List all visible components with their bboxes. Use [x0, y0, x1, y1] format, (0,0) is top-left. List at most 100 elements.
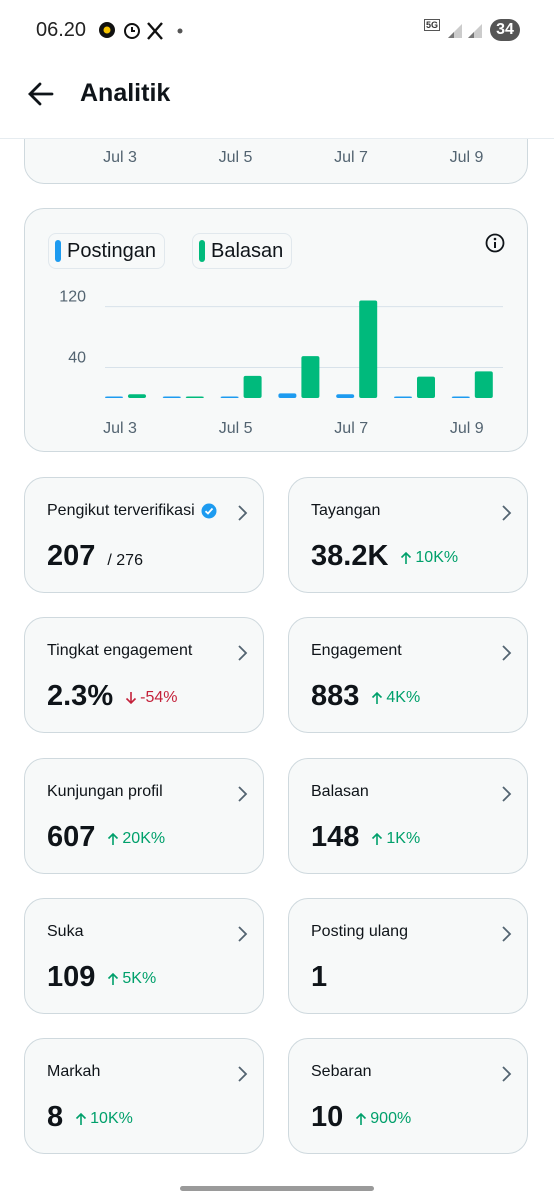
metric-change: 10K% [75, 1110, 133, 1128]
status-time: 06.20 [36, 19, 87, 41]
status-icons [99, 22, 183, 40]
metric-label-row: Pengikut terverifikasi [47, 502, 217, 520]
metric-card[interactable]: Engagement 883 4K% [288, 617, 528, 734]
metric-change-text: 900% [370, 1110, 412, 1128]
y-tick-label: 120 [59, 289, 86, 306]
x-tick-label: Jul 7 [334, 420, 368, 437]
chevron[interactable] [501, 785, 513, 803]
change-arrow [108, 832, 119, 845]
bar [185, 396, 204, 398]
metric-label: Sebaran [311, 1063, 372, 1081]
metric-change-text: 10K% [415, 549, 459, 566]
metric-label: Markah [47, 1063, 101, 1081]
metric-value: 109 [47, 960, 96, 993]
metric-value: 1 [311, 960, 328, 993]
metric-value-row: 1 [311, 961, 327, 994]
metric-card[interactable]: Tingkat engagement 2.3% -54% [24, 617, 264, 734]
bar [336, 394, 355, 398]
x-tick-label: Jul 3 [103, 420, 137, 437]
metric-change: 1K% [371, 830, 420, 848]
metric-card[interactable]: Suka 109 5K% [24, 897, 264, 1014]
metric-label: Balasan [311, 782, 369, 800]
metric-value: 148 [311, 820, 360, 853]
metric-value-row: 607 20K% [47, 821, 165, 854]
metric-label-row: Balasan [311, 783, 369, 801]
metric-value: 8 [47, 1101, 64, 1134]
metric-label-row: Suka [47, 923, 83, 941]
bar [162, 396, 181, 398]
metric-card[interactable]: Kunjungan profil 607 20K% [24, 757, 264, 874]
x-tick-label: Jul 5 [219, 420, 253, 437]
metric-card[interactable]: Tayangan 38.2K 10K% [288, 477, 528, 593]
metric-label: Pengikut terverifikasi [47, 502, 195, 519]
change-arrow [76, 1113, 87, 1126]
metric-value: 38.2K [311, 540, 389, 572]
metric-card[interactable]: Markah 8 10K% [24, 1038, 264, 1155]
bar [278, 393, 297, 398]
bar [243, 375, 262, 398]
chevron[interactable] [237, 925, 249, 943]
chevron[interactable] [237, 504, 249, 522]
metric-label-row: Kunjungan profil [47, 783, 163, 801]
metric-change-text: 10K% [90, 1110, 133, 1128]
back-button[interactable] [26, 80, 56, 108]
bar-chart: 40 120 Jul 3 Jul 5 Jul 7 Jul 9 [59, 289, 503, 437]
chevron[interactable] [501, 504, 513, 522]
chevron[interactable] [237, 785, 249, 803]
chevron[interactable] [237, 1065, 249, 1083]
metric-change: 5K% [107, 970, 156, 988]
metric-value: 207 [47, 540, 96, 572]
metric-label: Tingkat engagement [47, 642, 193, 660]
legend-item[interactable]: Balasan [192, 233, 293, 269]
x-tick-label: Jul 9 [449, 149, 484, 166]
metric-value: 607 [47, 820, 96, 853]
metric-change: 900% [355, 1110, 411, 1128]
x-tick-label: Jul 9 [450, 420, 484, 437]
info-icon[interactable] [484, 232, 506, 254]
metric-card[interactable]: Sebaran 10 900% [288, 1038, 528, 1155]
chart-card: Postingan Balasan 40 120 Jul 3 Jul 5 Jul 7 Ju… [24, 208, 528, 452]
x-tick-label: Jul 5 [218, 149, 253, 166]
bar [301, 356, 320, 398]
legend-item[interactable]: Postingan [48, 233, 165, 269]
change-arrow [356, 1113, 367, 1126]
bar [451, 396, 470, 398]
metric-change-text: -54% [140, 689, 178, 707]
metric-label-row: Markah [47, 1063, 100, 1081]
change-arrow [372, 832, 383, 845]
metric-value: 2.3% [47, 680, 114, 713]
metric-change: 20K% [107, 830, 165, 848]
metric-total: / 276 [107, 552, 143, 569]
change-arrow [126, 692, 137, 705]
metric-change-text: 4K% [386, 689, 421, 707]
change-arrow [401, 551, 412, 564]
metric-label: Suka [47, 922, 84, 940]
bar [220, 396, 239, 398]
network-indicator: 5G [424, 19, 441, 31]
chevron[interactable] [237, 644, 249, 662]
metric-change-text: 5K% [122, 969, 157, 987]
metric-label-row: Sebaran [311, 1063, 372, 1081]
metric-value-row: 8 10K% [47, 1101, 133, 1134]
metric-value-row: 109 5K% [47, 961, 156, 994]
app-bar: 06.20 5G 34 Analitik [0, 0, 554, 139]
battery: 34 [490, 19, 520, 41]
metric-value: 10 [311, 1101, 344, 1134]
page-title: Analitik [80, 79, 171, 107]
legend-label: Postingan [67, 239, 156, 262]
metric-card[interactable]: Posting ulang 1 [288, 897, 528, 1014]
metric-value-row: 207 / 276 [47, 540, 143, 573]
bar [394, 396, 412, 398]
chevron[interactable] [501, 1065, 513, 1083]
metric-label-row: Posting ulang [311, 923, 408, 941]
metric-label: Kunjungan profil [47, 782, 163, 800]
metric-label: Engagement [311, 642, 402, 660]
metric-card[interactable]: Balasan 148 1K% [288, 757, 528, 874]
metric-label-row: Engagement [311, 642, 402, 660]
metric-label: Posting ulang [311, 922, 408, 940]
metric-card[interactable]: Pengikut terverifikasi 207 / 276 [24, 477, 264, 593]
chevron[interactable] [501, 925, 513, 943]
metric-value: 883 [311, 680, 360, 713]
bar [417, 376, 435, 398]
chevron[interactable] [501, 644, 513, 662]
